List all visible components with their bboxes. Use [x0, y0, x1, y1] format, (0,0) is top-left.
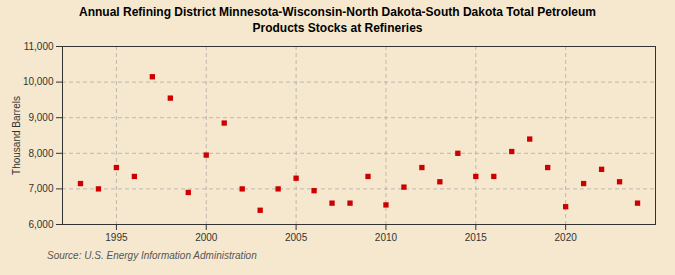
svg-text:2020: 2020: [555, 232, 578, 243]
html-text:Annual Refining District Minne: Annual Refining District Minnesota-Wisco…: [79, 5, 596, 36]
svg-text:8,000: 8,000: [28, 148, 53, 159]
svg-text:2015: 2015: [465, 232, 488, 243]
svg-text:1995: 1995: [105, 232, 128, 243]
svg-text:Thousand Barrels: Thousand Barrels: [11, 96, 22, 175]
svg-text:6,000: 6,000: [28, 219, 53, 230]
svg-text:11,000: 11,000: [24, 41, 54, 52]
svg-text:10,000: 10,000: [23, 77, 54, 88]
svg-text:2010: 2010: [375, 232, 398, 243]
html-text:Source: U.S. Energy Informatio: Source: U.S. Energy Information Administ…: [47, 250, 257, 262]
svg-text:2000: 2000: [195, 232, 218, 243]
svg-text:9,000: 9,000: [28, 112, 53, 123]
svg-text:2005: 2005: [285, 232, 308, 243]
svg-text:7,000: 7,000: [28, 183, 53, 194]
